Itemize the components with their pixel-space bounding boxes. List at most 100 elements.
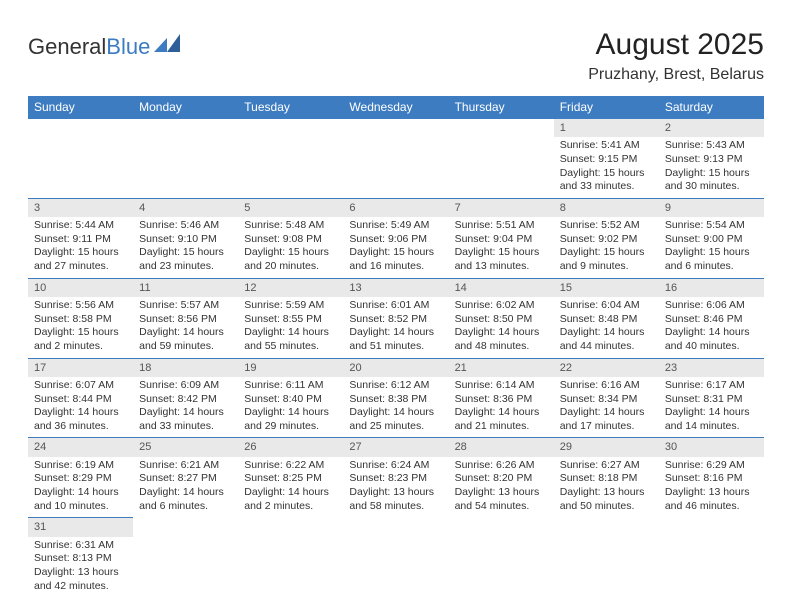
sunset-text: Sunset: 8:27 PM [139, 472, 232, 486]
daylight-text: Daylight: 13 hours and 46 minutes. [665, 486, 758, 513]
calendar-table: Sunday Monday Tuesday Wednesday Thursday… [28, 96, 764, 597]
day-number: 25 [133, 438, 238, 456]
day-cell: 21Sunrise: 6:14 AMSunset: 8:36 PMDayligh… [449, 358, 554, 438]
daylight-text: Daylight: 14 hours and 55 minutes. [244, 326, 337, 353]
day-cell: 19Sunrise: 6:11 AMSunset: 8:40 PMDayligh… [238, 358, 343, 438]
sunrise-text: Sunrise: 6:27 AM [560, 459, 653, 473]
week-row: 31Sunrise: 6:31 AMSunset: 8:13 PMDayligh… [28, 518, 764, 597]
sunrise-text: Sunrise: 5:43 AM [665, 139, 758, 153]
day-number: 5 [238, 199, 343, 217]
sunset-text: Sunset: 8:56 PM [139, 313, 232, 327]
sunrise-text: Sunrise: 5:48 AM [244, 219, 337, 233]
daylight-text: Daylight: 13 hours and 54 minutes. [455, 486, 548, 513]
sunset-text: Sunset: 8:58 PM [34, 313, 127, 327]
sunset-text: Sunset: 8:25 PM [244, 472, 337, 486]
daylight-text: Daylight: 15 hours and 9 minutes. [560, 246, 653, 273]
day-cell: 30Sunrise: 6:29 AMSunset: 8:16 PMDayligh… [659, 438, 764, 518]
sunrise-text: Sunrise: 5:52 AM [560, 219, 653, 233]
dayname-tue: Tuesday [238, 96, 343, 119]
day-body: Sunrise: 6:27 AMSunset: 8:18 PMDaylight:… [554, 457, 659, 518]
sunset-text: Sunset: 8:44 PM [34, 393, 127, 407]
day-number: 8 [554, 199, 659, 217]
day-number: 6 [343, 199, 448, 217]
day-number: 24 [28, 438, 133, 456]
day-body: Sunrise: 5:57 AMSunset: 8:56 PMDaylight:… [133, 297, 238, 358]
day-number: 19 [238, 359, 343, 377]
day-body: Sunrise: 6:22 AMSunset: 8:25 PMDaylight:… [238, 457, 343, 518]
day-body: Sunrise: 6:31 AMSunset: 8:13 PMDaylight:… [28, 537, 133, 598]
day-number: 31 [28, 518, 133, 536]
sunrise-text: Sunrise: 6:06 AM [665, 299, 758, 313]
sunset-text: Sunset: 8:38 PM [349, 393, 442, 407]
day-number: 22 [554, 359, 659, 377]
calendar-body: 1Sunrise: 5:41 AMSunset: 9:15 PMDaylight… [28, 119, 764, 598]
logo: GeneralBlue [28, 28, 180, 60]
day-body: Sunrise: 5:51 AMSunset: 9:04 PMDaylight:… [449, 217, 554, 278]
day-cell: 2Sunrise: 5:43 AMSunset: 9:13 PMDaylight… [659, 119, 764, 199]
daylight-text: Daylight: 14 hours and 33 minutes. [139, 406, 232, 433]
day-cell [554, 518, 659, 597]
day-cell: 10Sunrise: 5:56 AMSunset: 8:58 PMDayligh… [28, 278, 133, 358]
day-number: 30 [659, 438, 764, 456]
sunrise-text: Sunrise: 6:24 AM [349, 459, 442, 473]
day-body: Sunrise: 6:07 AMSunset: 8:44 PMDaylight:… [28, 377, 133, 438]
sunset-text: Sunset: 8:23 PM [349, 472, 442, 486]
day-body: Sunrise: 6:24 AMSunset: 8:23 PMDaylight:… [343, 457, 448, 518]
day-cell: 1Sunrise: 5:41 AMSunset: 9:15 PMDaylight… [554, 119, 659, 199]
dayname-row: Sunday Monday Tuesday Wednesday Thursday… [28, 96, 764, 119]
day-cell [343, 119, 448, 199]
day-cell: 6Sunrise: 5:49 AMSunset: 9:06 PMDaylight… [343, 198, 448, 278]
sunset-text: Sunset: 8:46 PM [665, 313, 758, 327]
sunset-text: Sunset: 8:34 PM [560, 393, 653, 407]
sunrise-text: Sunrise: 6:12 AM [349, 379, 442, 393]
week-row: 17Sunrise: 6:07 AMSunset: 8:44 PMDayligh… [28, 358, 764, 438]
sunrise-text: Sunrise: 5:59 AM [244, 299, 337, 313]
day-body: Sunrise: 6:21 AMSunset: 8:27 PMDaylight:… [133, 457, 238, 518]
daylight-text: Daylight: 14 hours and 40 minutes. [665, 326, 758, 353]
sunrise-text: Sunrise: 6:04 AM [560, 299, 653, 313]
day-cell: 16Sunrise: 6:06 AMSunset: 8:46 PMDayligh… [659, 278, 764, 358]
sunrise-text: Sunrise: 5:56 AM [34, 299, 127, 313]
sunset-text: Sunset: 9:06 PM [349, 233, 442, 247]
day-number: 11 [133, 279, 238, 297]
day-cell: 29Sunrise: 6:27 AMSunset: 8:18 PMDayligh… [554, 438, 659, 518]
sunset-text: Sunset: 8:36 PM [455, 393, 548, 407]
day-number: 26 [238, 438, 343, 456]
sunrise-text: Sunrise: 5:51 AM [455, 219, 548, 233]
sunset-text: Sunset: 8:18 PM [560, 472, 653, 486]
sunrise-text: Sunrise: 6:01 AM [349, 299, 442, 313]
sunset-text: Sunset: 9:00 PM [665, 233, 758, 247]
sunset-text: Sunset: 8:31 PM [665, 393, 758, 407]
daylight-text: Daylight: 15 hours and 13 minutes. [455, 246, 548, 273]
day-body: Sunrise: 5:48 AMSunset: 9:08 PMDaylight:… [238, 217, 343, 278]
day-cell [449, 119, 554, 199]
daylight-text: Daylight: 14 hours and 59 minutes. [139, 326, 232, 353]
sunrise-text: Sunrise: 6:14 AM [455, 379, 548, 393]
daylight-text: Daylight: 14 hours and 36 minutes. [34, 406, 127, 433]
day-body: Sunrise: 6:11 AMSunset: 8:40 PMDaylight:… [238, 377, 343, 438]
day-cell: 8Sunrise: 5:52 AMSunset: 9:02 PMDaylight… [554, 198, 659, 278]
sunrise-text: Sunrise: 6:02 AM [455, 299, 548, 313]
day-body: Sunrise: 5:43 AMSunset: 9:13 PMDaylight:… [659, 137, 764, 198]
sunrise-text: Sunrise: 5:49 AM [349, 219, 442, 233]
sunset-text: Sunset: 8:50 PM [455, 313, 548, 327]
sunrise-text: Sunrise: 6:22 AM [244, 459, 337, 473]
daylight-text: Daylight: 15 hours and 6 minutes. [665, 246, 758, 273]
dayname-wed: Wednesday [343, 96, 448, 119]
day-cell: 27Sunrise: 6:24 AMSunset: 8:23 PMDayligh… [343, 438, 448, 518]
sunrise-text: Sunrise: 5:46 AM [139, 219, 232, 233]
header: GeneralBlue August 2025 Pruzhany, Brest,… [28, 28, 764, 84]
day-cell: 14Sunrise: 6:02 AMSunset: 8:50 PMDayligh… [449, 278, 554, 358]
day-cell: 11Sunrise: 5:57 AMSunset: 8:56 PMDayligh… [133, 278, 238, 358]
sunset-text: Sunset: 9:10 PM [139, 233, 232, 247]
day-number: 20 [343, 359, 448, 377]
day-body: Sunrise: 6:14 AMSunset: 8:36 PMDaylight:… [449, 377, 554, 438]
sunset-text: Sunset: 9:15 PM [560, 153, 653, 167]
sunset-text: Sunset: 8:16 PM [665, 472, 758, 486]
sunset-text: Sunset: 8:52 PM [349, 313, 442, 327]
sunrise-text: Sunrise: 5:44 AM [34, 219, 127, 233]
day-cell: 17Sunrise: 6:07 AMSunset: 8:44 PMDayligh… [28, 358, 133, 438]
daylight-text: Daylight: 15 hours and 27 minutes. [34, 246, 127, 273]
daylight-text: Daylight: 14 hours and 51 minutes. [349, 326, 442, 353]
day-number: 2 [659, 119, 764, 137]
